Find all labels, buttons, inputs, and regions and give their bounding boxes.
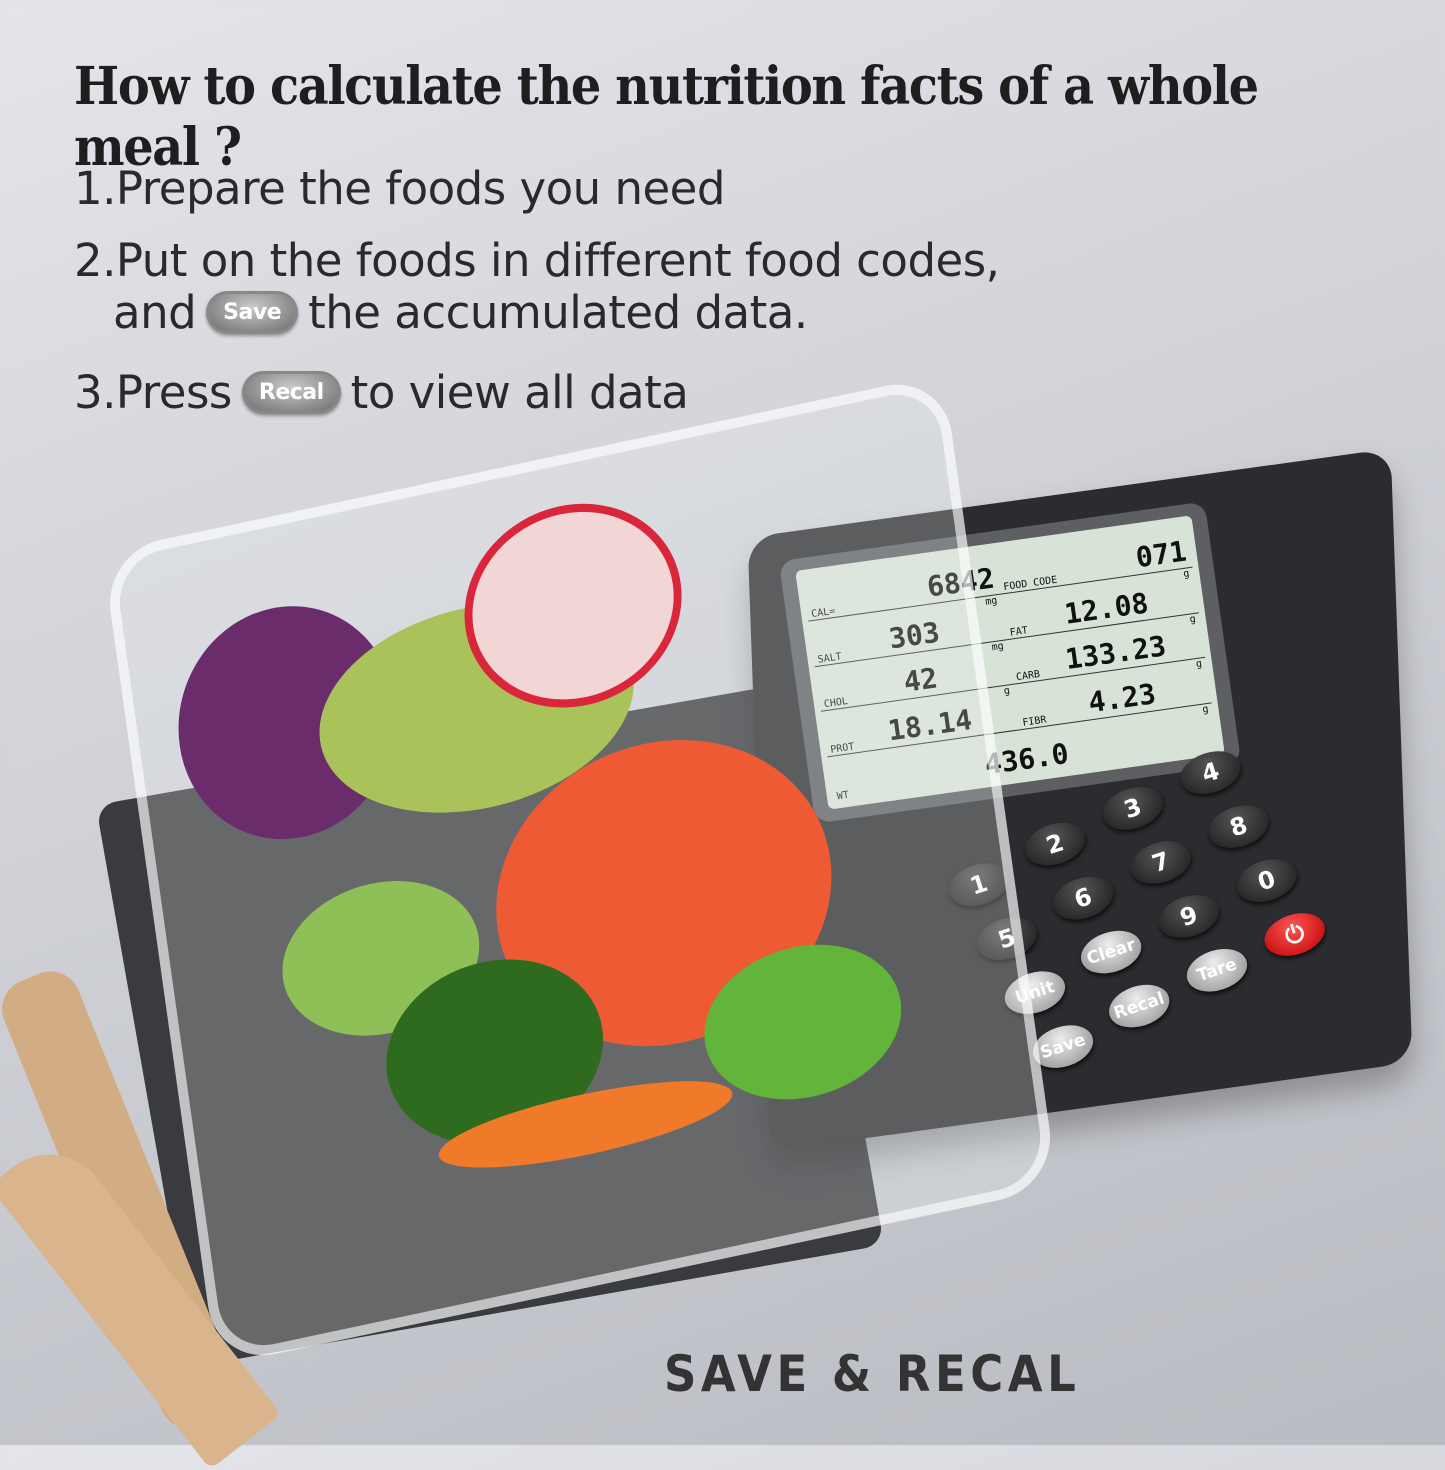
key-3[interactable]: 3 <box>1097 779 1169 837</box>
tare-button[interactable]: Tare <box>1181 941 1253 999</box>
step-2-line-2: and Save the accumulated data. <box>113 286 808 339</box>
headline: How to calculate the nutrition facts of … <box>74 56 1259 178</box>
key-4[interactable]: 4 <box>1174 743 1247 802</box>
clear-button[interactable]: Clear <box>1075 923 1147 981</box>
step-3-pre: 3.Press <box>74 366 232 419</box>
carb-unit: g <box>1188 613 1197 626</box>
prot-unit: g <box>1003 685 1011 698</box>
footer-caption: SAVE & RECAL <box>664 1345 1081 1403</box>
step-2-line-1: 2.Put on the foods in different food cod… <box>74 234 1000 287</box>
step-3: 3.Press Recal to view all data <box>74 366 689 419</box>
key-9[interactable]: 9 <box>1153 887 1225 945</box>
step-2-post: the accumulated data. <box>308 286 808 339</box>
fat-unit: g <box>1182 568 1191 580</box>
salt-unit: mg <box>984 595 999 608</box>
key-6[interactable]: 6 <box>1047 869 1119 927</box>
step-2-pre: and <box>113 286 197 339</box>
key-8[interactable]: 8 <box>1202 797 1275 856</box>
save-button-illustration: Save <box>206 291 299 334</box>
glass-food-container <box>102 373 1058 1367</box>
wt-unit: g <box>1201 704 1210 716</box>
key-0[interactable]: 0 <box>1230 851 1303 910</box>
recal-button-illustration: Recal <box>241 371 341 414</box>
key-2[interactable]: 2 <box>1019 815 1091 873</box>
power-button[interactable]: ⏻ <box>1259 905 1331 964</box>
chol-unit: mg <box>990 640 1005 653</box>
step-3-post: to view all data <box>350 366 689 419</box>
step-1: 1.Prepare the foods you need <box>74 162 725 215</box>
fibr-unit: g <box>1195 658 1203 671</box>
power-icon: ⏻ <box>1281 918 1309 951</box>
key-7[interactable]: 7 <box>1125 833 1197 891</box>
